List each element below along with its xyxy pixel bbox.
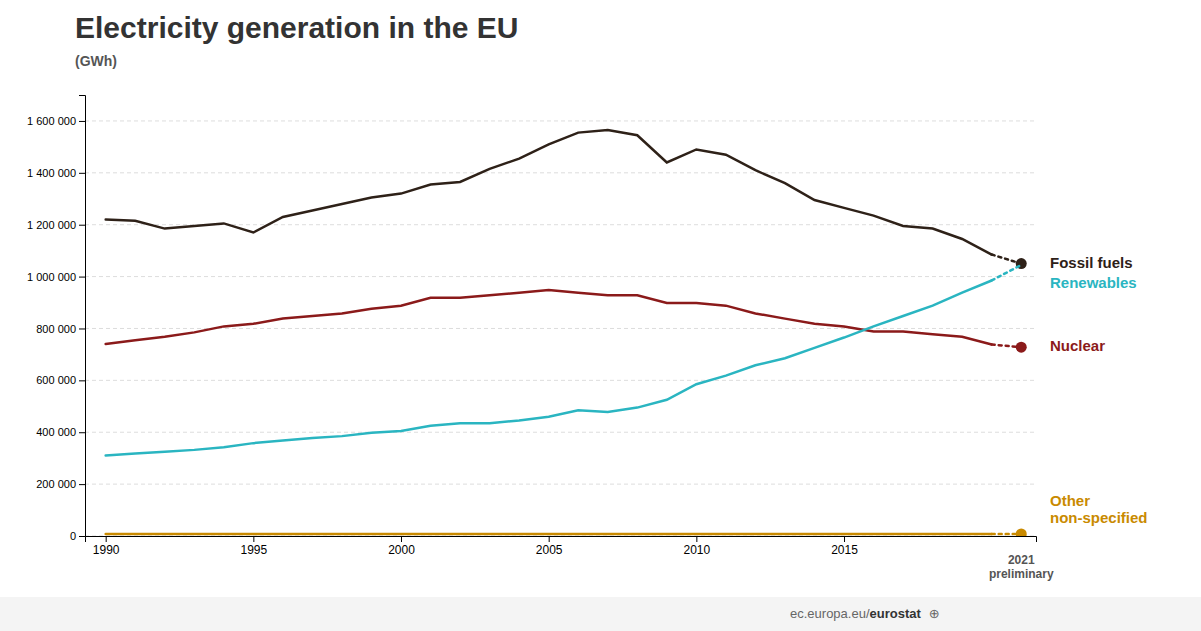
x-tick-mark (253, 536, 254, 542)
y-tick-mark (79, 173, 85, 174)
grid-line (85, 276, 1036, 277)
y-axis-line (79, 96, 86, 537)
title: Electricity generation in the EU (75, 11, 518, 44)
grid-line (85, 484, 1036, 485)
subtitle: (GWh) (75, 53, 117, 69)
footer-band (0, 597, 1201, 631)
y-tick-label: 600 000 (36, 374, 76, 386)
x-tick: 1995 (240, 536, 267, 557)
text-line: non-specified (1050, 509, 1148, 526)
y-tick-mark (79, 536, 85, 537)
grid-line (85, 380, 1036, 381)
grid-line (85, 328, 1036, 329)
legend-label: Othernon-specified (1050, 492, 1148, 526)
text-line: Nuclear (1050, 337, 1105, 354)
x-tick: 2005 (536, 536, 563, 557)
x-tick: 1990 (93, 536, 120, 557)
y-tick: 600 000 (36, 374, 85, 386)
y-tick: 1 400 000 (27, 167, 85, 179)
footer-text: eurostat (870, 606, 922, 621)
y-tick: 1 200 000 (27, 219, 85, 231)
series-line (106, 533, 992, 536)
grid (85, 121, 1036, 536)
y-tick: 0 (70, 530, 85, 542)
y-tick-mark (79, 380, 85, 381)
series-group (106, 130, 1027, 536)
plot: 1990 1995 2000 2005 2010 2015 0 200 000 400 000 6… (27, 96, 1147, 582)
x-axis: 1990 1995 2000 2005 2010 2015 (86, 536, 1037, 557)
x-tick-mark (549, 536, 550, 542)
x-tick-mark (696, 536, 697, 542)
text-line: 2021 (1008, 553, 1035, 567)
y-tick-mark (79, 484, 85, 485)
y-tick-mark (79, 328, 85, 329)
x-tick-label: 2005 (536, 543, 563, 557)
y-tick-label: 1 200 000 (27, 219, 76, 231)
y-tick-label: 800 000 (36, 322, 76, 334)
legend-label: Fossil fuels (1050, 254, 1133, 271)
y-tick-mark (79, 225, 85, 226)
series-line (106, 280, 992, 455)
x-tick-label: 2010 (684, 543, 711, 557)
y-tick-label: 400 000 (36, 426, 76, 438)
legend: Fossil fuels Renewables Nuclear Othernon-sp… (1050, 254, 1148, 527)
chart: Electricity generation in the EU (GWh) 199… (0, 0, 1201, 631)
series-line (106, 290, 992, 344)
x-axis-line (86, 537, 1037, 543)
x-tick-mark (401, 536, 402, 542)
y-tick: 800 000 (36, 322, 85, 334)
grid-line (85, 432, 1036, 433)
y-tick-mark (79, 432, 85, 433)
annotation: 2021preliminary (989, 553, 1054, 581)
text-line: preliminary (989, 567, 1054, 581)
y-tick-label: 200 000 (36, 478, 76, 490)
x-tick-mark (106, 536, 107, 542)
y-tick: 1 600 000 (27, 115, 85, 127)
x-tick: 2000 (388, 536, 415, 557)
text-line: Renewables (1050, 274, 1137, 291)
y-tick-mark (79, 277, 85, 278)
series-marker (1016, 342, 1027, 353)
x-tick-label: 1990 (93, 543, 120, 557)
y-tick-label: 1 600 000 (27, 115, 76, 127)
x-tick-label: 1995 (240, 543, 267, 557)
footer-text: ec.europa.eu/ (790, 606, 870, 621)
y-tick: 400 000 (36, 426, 85, 438)
text-line: Fossil fuels (1050, 254, 1133, 271)
y-tick-label: 0 (70, 530, 76, 542)
series-line (106, 130, 992, 255)
footer-text: ⊕ (929, 606, 940, 621)
y-tick: 1 000 000 (27, 271, 85, 283)
legend-label: Nuclear (1050, 337, 1105, 354)
y-tick-label: 1 400 000 (27, 167, 76, 179)
series-marker (1016, 528, 1027, 536)
legend-label: Renewables (1050, 274, 1137, 291)
x-tick-label: 2000 (388, 543, 415, 557)
y-tick: 200 000 (36, 478, 85, 490)
x-tick-label: 2015 (831, 543, 858, 557)
text-line: Other (1050, 492, 1090, 509)
x-tick: 2010 (684, 536, 711, 557)
y-tick-mark (79, 121, 85, 122)
y-tick-label: 1 000 000 (27, 271, 76, 283)
grid-line (85, 172, 1036, 173)
x-tick: 2015 (831, 536, 858, 557)
y-axis: 0 200 000 400 000 600 000 800 000 1 000 000 1 … (27, 96, 85, 543)
x-tick-mark (844, 536, 845, 542)
grid-line (85, 120, 1036, 121)
series-line-preliminary (992, 265, 1022, 281)
